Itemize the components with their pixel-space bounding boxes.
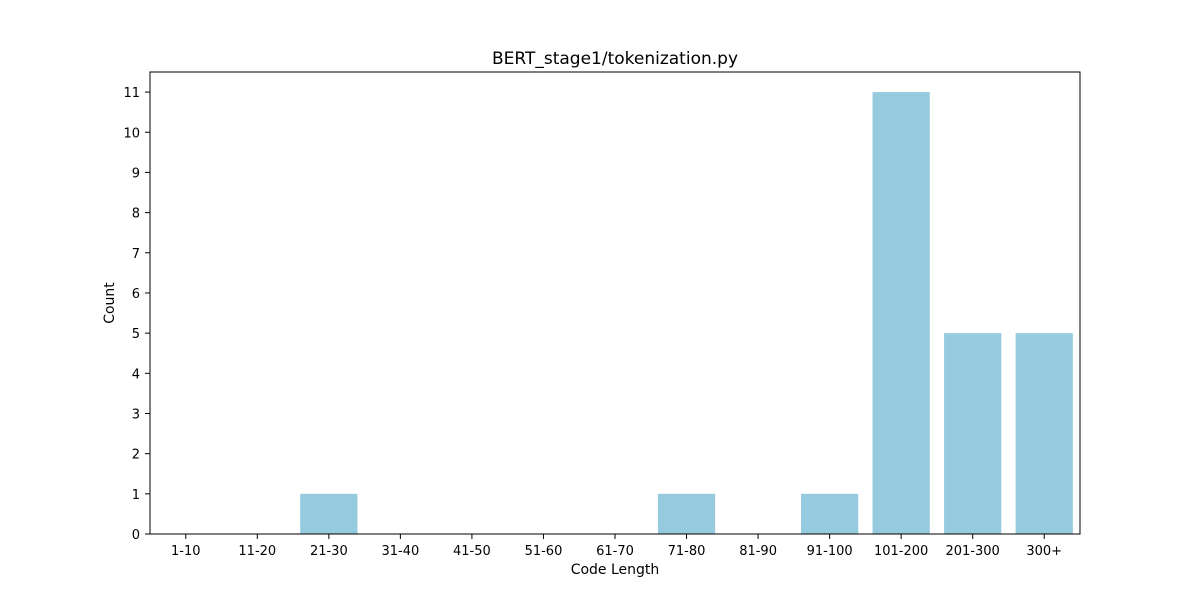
bars-layer — [300, 92, 1073, 534]
y-tick-label-4: 4 — [132, 367, 140, 382]
x-tick-label-91-100: 91-100 — [807, 544, 853, 559]
x-axis-label: Code Length — [571, 562, 660, 578]
bar-91-100 — [801, 493, 859, 534]
x-axis: 1-10 11-20 21-30 31-40 41-50 51-60 61-70 71-80 8… — [171, 534, 1062, 559]
x-tick-label-11-20: 11-20 — [238, 544, 276, 559]
y-tick-label-8: 8 — [132, 207, 140, 222]
chart-title: BERT_stage1/tokenization.py — [492, 49, 738, 69]
x-tick-label-71-80: 71-80 — [668, 544, 706, 559]
y-axis: 0 1 2 3 4 5 6 7 8 9 10 11 — [123, 86, 150, 543]
x-tick-label-51-60: 51-60 — [525, 544, 563, 559]
y-tick-label-9: 9 — [132, 166, 140, 181]
bar-201-300 — [944, 333, 1002, 534]
x-tick-label-300+: 300+ — [1026, 544, 1062, 559]
y-axis-label: Count — [102, 282, 118, 324]
bar-101-200 — [872, 92, 930, 534]
x-tick-label-41-50: 41-50 — [453, 544, 491, 559]
x-tick-label-81-90: 81-90 — [739, 544, 777, 559]
y-tick-label-2: 2 — [132, 448, 140, 463]
bar-21-30 — [300, 493, 358, 534]
x-tick-label-1-10: 1-10 — [171, 544, 201, 559]
y-tick-label-5: 5 — [132, 327, 140, 342]
x-tick-label-101-200: 101-200 — [874, 544, 928, 559]
x-tick-label-201-300: 201-300 — [946, 544, 1000, 559]
x-tick-label-21-30: 21-30 — [310, 544, 348, 559]
x-tick-label-31-40: 31-40 — [381, 544, 419, 559]
plot-frame — [149, 71, 1081, 535]
y-tick-label-0: 0 — [132, 528, 140, 543]
x-tick-label-61-70: 61-70 — [596, 544, 634, 559]
y-tick-label-6: 6 — [132, 287, 140, 302]
y-tick-label-10: 10 — [123, 126, 140, 141]
y-tick-label-11: 11 — [123, 86, 140, 101]
y-tick-label-3: 3 — [132, 407, 140, 422]
y-tick-label-7: 7 — [132, 247, 140, 262]
bar-71-80 — [657, 493, 716, 534]
y-tick-label-1: 1 — [132, 488, 140, 503]
bar-300+ — [1015, 333, 1073, 534]
